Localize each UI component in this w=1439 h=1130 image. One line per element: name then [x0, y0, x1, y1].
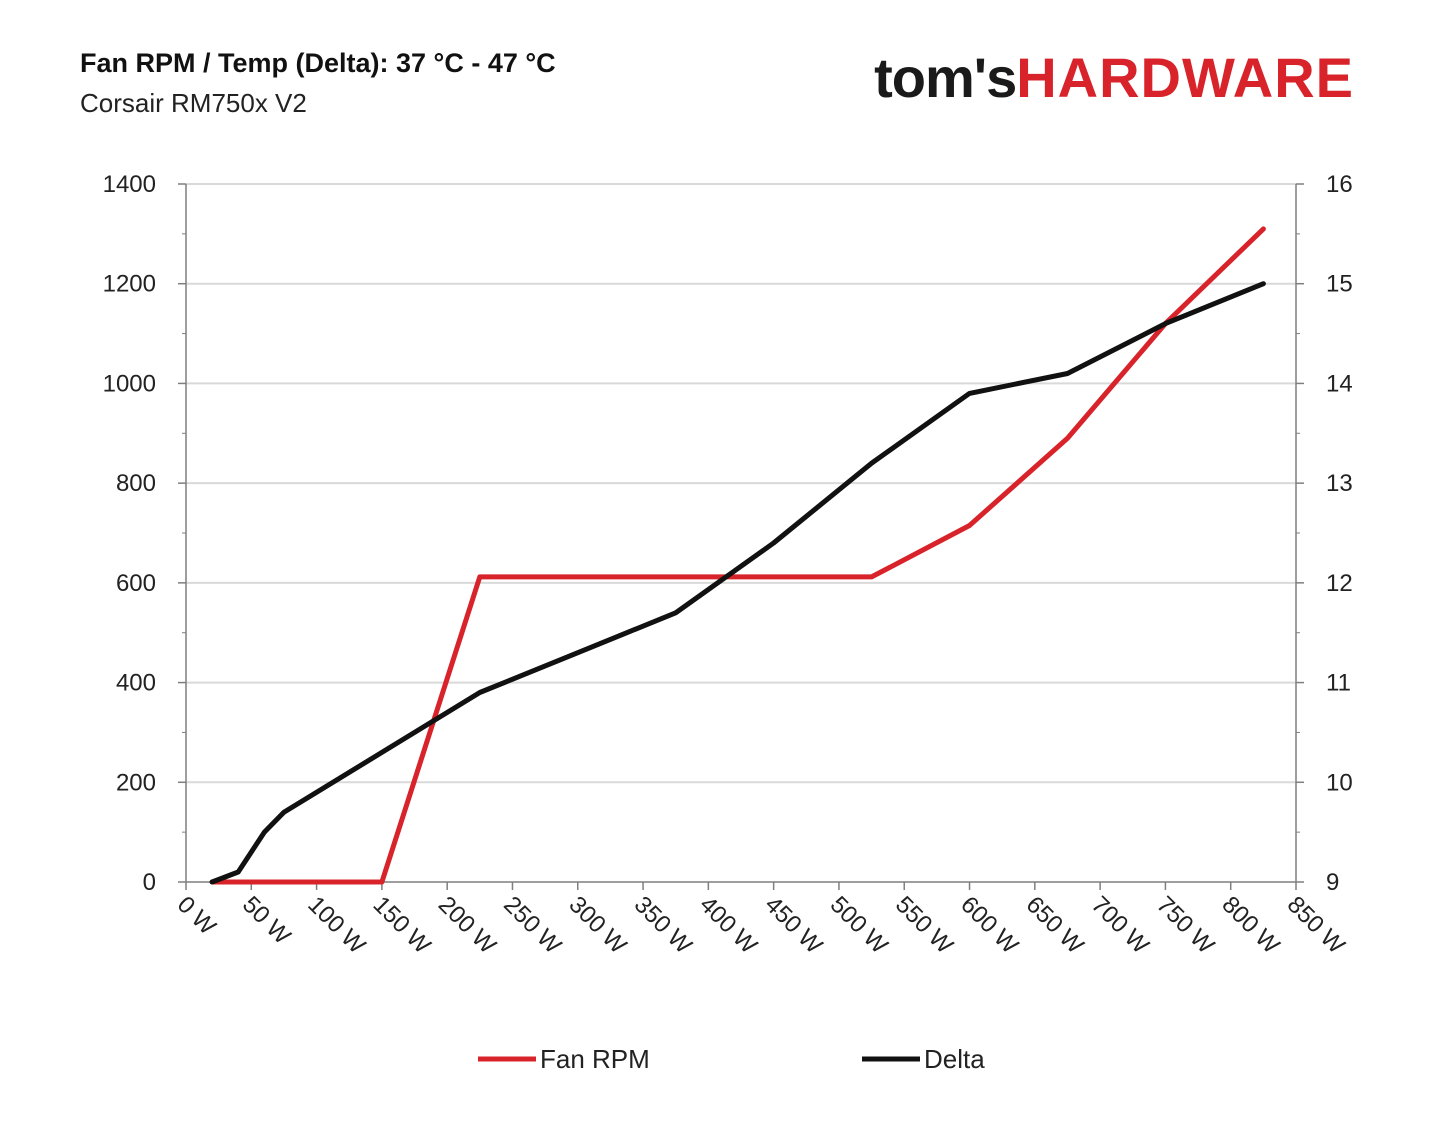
chart-subtitle: Corsair RM750x V2 — [80, 88, 307, 118]
x-tick-label: 600 W — [955, 891, 1023, 959]
y-right-tick-label: 10 — [1326, 769, 1353, 796]
fan-rpm-line — [209, 226, 1266, 885]
y-left-tick-label: 400 — [116, 670, 156, 697]
x-tick-label: 550 W — [890, 891, 958, 959]
chart-title: Fan RPM / Temp (Delta): 37 °C - 47 °C — [80, 48, 556, 78]
y-right-tick-label: 16 — [1326, 171, 1353, 198]
y-left-tick-label: 0 — [143, 869, 156, 896]
x-tick-label: 0 W — [172, 891, 222, 941]
x-tick-label: 650 W — [1021, 891, 1089, 959]
x-tick-label: 200 W — [433, 891, 501, 959]
logo-part-hardware: HARDWARE — [1016, 46, 1354, 109]
y-left-tick-label: 800 — [116, 470, 156, 497]
y-left-tick-label: 1200 — [103, 271, 156, 298]
x-tick-label: 800 W — [1216, 891, 1284, 959]
y-left-tick-label: 1000 — [103, 370, 156, 397]
x-tick-label: 350 W — [629, 891, 697, 959]
x-tick-label: 850 W — [1282, 891, 1350, 959]
y-right-tick-label: 11 — [1326, 670, 1351, 697]
y-right-tick-label: 14 — [1326, 370, 1353, 397]
y-left-tick-label: 1400 — [103, 171, 156, 198]
x-tick-label: 50 W — [237, 891, 296, 950]
x-tick-label: 100 W — [302, 891, 370, 959]
x-tick-label: 450 W — [759, 891, 827, 959]
x-tick-label: 750 W — [1151, 891, 1219, 959]
toms-hardware-logo: tom'sHARDWARE — [874, 50, 1354, 106]
y-left-tick-label: 600 — [116, 570, 156, 597]
x-tick-label: 150 W — [368, 891, 436, 959]
x-tick-label: 700 W — [1086, 891, 1154, 959]
y-right-tick-label: 15 — [1326, 271, 1353, 298]
x-tick-label: 250 W — [498, 891, 566, 959]
x-tick-label: 400 W — [694, 891, 762, 959]
y-right-tick-label: 12 — [1326, 570, 1353, 597]
logo-part-toms: tom's — [874, 46, 1017, 109]
y-right-tick-label: 9 — [1326, 869, 1339, 896]
y-left-tick-label: 200 — [116, 769, 156, 796]
legend-label-fan-rpm: Fan RPM — [540, 1044, 650, 1074]
y-right-tick-label: 13 — [1326, 470, 1353, 497]
legend-label-delta: Delta — [924, 1044, 985, 1074]
delta-line — [209, 281, 1266, 885]
x-tick-label: 300 W — [564, 891, 632, 959]
x-tick-label: 500 W — [825, 891, 893, 959]
